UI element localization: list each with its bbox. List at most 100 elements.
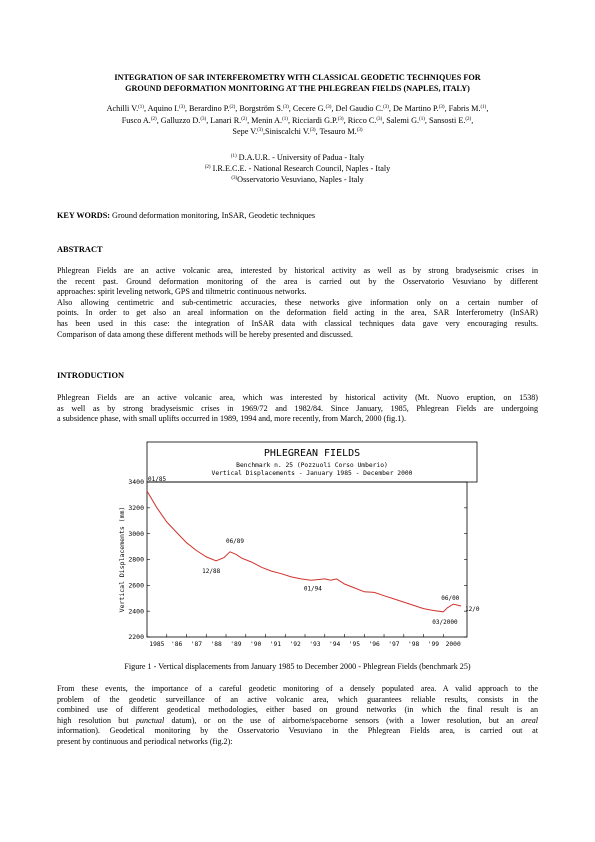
data-annotation: 12/00 — [465, 606, 480, 613]
introduction-heading: INTRODUCTION — [57, 371, 125, 380]
author-name: Tesauro M. — [319, 127, 357, 136]
author-name: Salemi G. — [386, 115, 420, 125]
data-annotation: 01/85 — [148, 476, 166, 483]
author-affiliation-mark: (3) — [309, 128, 316, 133]
author-name: Siniscalchi V. — [265, 127, 310, 136]
y-tick-label: 3200 — [128, 504, 144, 512]
paper-title-line: INTEGRATION OF SAR INTERFEROMETRY WITH C… — [114, 73, 481, 82]
author-affiliation-mark: (1) — [480, 105, 487, 110]
text-line: as well as by strong bradyseismic crises… — [57, 403, 538, 413]
affiliation-mark: (1) — [230, 154, 237, 159]
x-tick-label: '91 — [270, 641, 282, 648]
affiliation-text: Osservatorio Vesuviano, Naples - Italy — [237, 175, 364, 184]
author-affiliation-mark: (2) — [465, 116, 472, 122]
affiliation-mark: (2) — [204, 165, 211, 170]
author-affiliation-mark: (3) — [282, 105, 289, 110]
author-name: Galluzzo D. — [160, 115, 201, 125]
author-affiliation-mark: (2) — [150, 116, 157, 122]
x-tick-label: '96 — [368, 641, 380, 648]
y-tick-label: 3000 — [128, 530, 144, 538]
chart-title: PHLEGREAN FIELDS — [264, 448, 360, 459]
author-line: Fusco A.(2), Galluzzo D.(3), Lanari R.(2… — [121, 115, 474, 125]
text-line: a subsidence phase, with small uplifts o… — [57, 414, 406, 424]
data-annotation: 06/89 — [226, 538, 244, 545]
displacement-series-line — [146, 490, 462, 613]
author-affiliation-mark: (3) — [438, 105, 445, 110]
chart-subtitle: Vertical Displacements - January 1985 - … — [212, 470, 413, 477]
x-tick-label: '94 — [329, 641, 341, 648]
author-affiliation-mark: (3) — [383, 105, 389, 110]
text-line: points. In order to get also an areal in… — [57, 308, 538, 318]
author-name: Cecere G. — [292, 104, 326, 113]
figure-caption: Figure 1 - Vertical displacements from J… — [124, 662, 471, 671]
author-name: Ricco C. — [347, 115, 377, 125]
author-name: Achilli V. — [106, 104, 139, 113]
x-tick-label: '95 — [349, 641, 361, 648]
x-tick-label: 2000 — [446, 641, 461, 648]
x-tick-label: '88 — [210, 641, 222, 648]
abstract-body: Phlegrean Fields are an active volcanic … — [57, 266, 538, 340]
x-tick-label: '90 — [250, 641, 262, 648]
author-affiliation-mark: (1) — [282, 116, 288, 122]
affiliation-line: (3)Osservatorio Vesuviano, Naples - Ital… — [150, 174, 445, 185]
affiliation-text: D.A.U.R. - University of Padua - Italy — [236, 153, 365, 162]
y-tick-label: 2200 — [128, 633, 144, 641]
author-affiliation-mark: (3) — [257, 128, 263, 133]
text-line: has been used in this case: the integrat… — [57, 318, 538, 328]
x-tick-label: 1985 — [149, 641, 164, 648]
emphasis: areal — [521, 715, 538, 725]
data-annotation: 06/00 — [441, 595, 459, 602]
author-affiliation-mark: (3) — [337, 116, 344, 122]
x-tick-label: '98 — [408, 641, 420, 648]
text-line: problem of the geodetic surveillance of … — [57, 694, 538, 704]
text-line: Phlegrean Fields are an active volcanic … — [57, 393, 538, 402]
author-affiliation-mark: (3) — [200, 116, 207, 122]
data-annotation: 03/2000 — [432, 619, 458, 626]
y-tick-label: 2400 — [128, 607, 144, 615]
data-annotation: 12/88 — [202, 568, 220, 575]
data-annotation: 01/94 — [304, 586, 322, 593]
x-tick-label: '87 — [191, 641, 203, 648]
author-name: Del Gaudio C. — [335, 104, 384, 113]
x-tick-label: '86 — [171, 641, 183, 648]
author-name: Sansosti E. — [428, 115, 466, 125]
chart-subtitle: Benchmark n. 25 (Pozzuoli Corso Umberio) — [236, 462, 388, 469]
author-name: Ricciardi G.P. — [292, 115, 338, 125]
affiliation-list: (1) D.A.U.R. - University of Padua - Ita… — [150, 152, 445, 185]
y-tick-label: 3400 — [128, 478, 144, 486]
paper-title: INTEGRATION OF SAR INTERFEROMETRY WITH C… — [58, 72, 537, 94]
text-line: approaches: spirit leveling network, GPS… — [57, 287, 307, 297]
plot-frame — [146, 481, 468, 638]
affiliation-mark: (3) — [231, 176, 238, 181]
y-tick-label: 2800 — [128, 556, 144, 564]
text-line: present by continuous and periodical net… — [57, 736, 233, 746]
affiliation-line: (2) I.R.E.C.E. - National Research Counc… — [150, 163, 445, 174]
x-tick-label: '89 — [230, 641, 242, 648]
author-affiliation-mark: (3) — [356, 128, 363, 133]
author-name: Berardino P. — [188, 104, 230, 113]
text-line: From these events, the importance of a c… — [57, 684, 538, 693]
author-line: Sepe V.(3),Siniscalchi V.(3), Tesauro M.… — [232, 127, 363, 136]
author-affiliation-mark: (3) — [376, 116, 383, 122]
author-line: Achilli V.(1), Aquino I.(3), Berardino P… — [106, 104, 489, 113]
body-paragraph: From these events, the importance of a c… — [57, 684, 538, 748]
text-line: Phlegrean Fields are an active volcanic … — [57, 266, 538, 275]
author-affiliation-mark: (3) — [179, 105, 185, 110]
keywords: KEY WORDS: Ground deformation monitoring… — [57, 210, 538, 221]
author-list: Achilli V.(1), Aquino I.(3), Berardino P… — [52, 103, 543, 138]
paper-title-line: GROUND DEFORMATION MONITORING AT THE PHL… — [125, 84, 470, 93]
x-tick-label: '92 — [289, 641, 301, 648]
author-name: Fabris M. — [448, 104, 481, 113]
text-line: Also allowing centimetric and sub-centim… — [57, 297, 538, 307]
text-line: information). Geodetical monitoring by t… — [57, 726, 538, 736]
author-affiliation-mark: (2) — [241, 116, 248, 122]
author-name: Sepe V. — [232, 127, 258, 136]
affiliation-line: (1) D.A.U.R. - University of Padua - Ita… — [150, 152, 445, 163]
author-name: Fusco A. — [121, 115, 151, 125]
author-affiliation-mark: (3) — [325, 105, 332, 110]
x-tick-label: '97 — [388, 641, 400, 648]
author-name: Borgström S. — [239, 104, 283, 113]
displacement-chart: PHLEGREAN FIELDS Benchmark n. 25 (Pozzuol… — [118, 441, 484, 648]
author-name: Aquino I. — [147, 104, 180, 113]
text-line: the recent past. Ground deformation moni… — [57, 276, 538, 286]
